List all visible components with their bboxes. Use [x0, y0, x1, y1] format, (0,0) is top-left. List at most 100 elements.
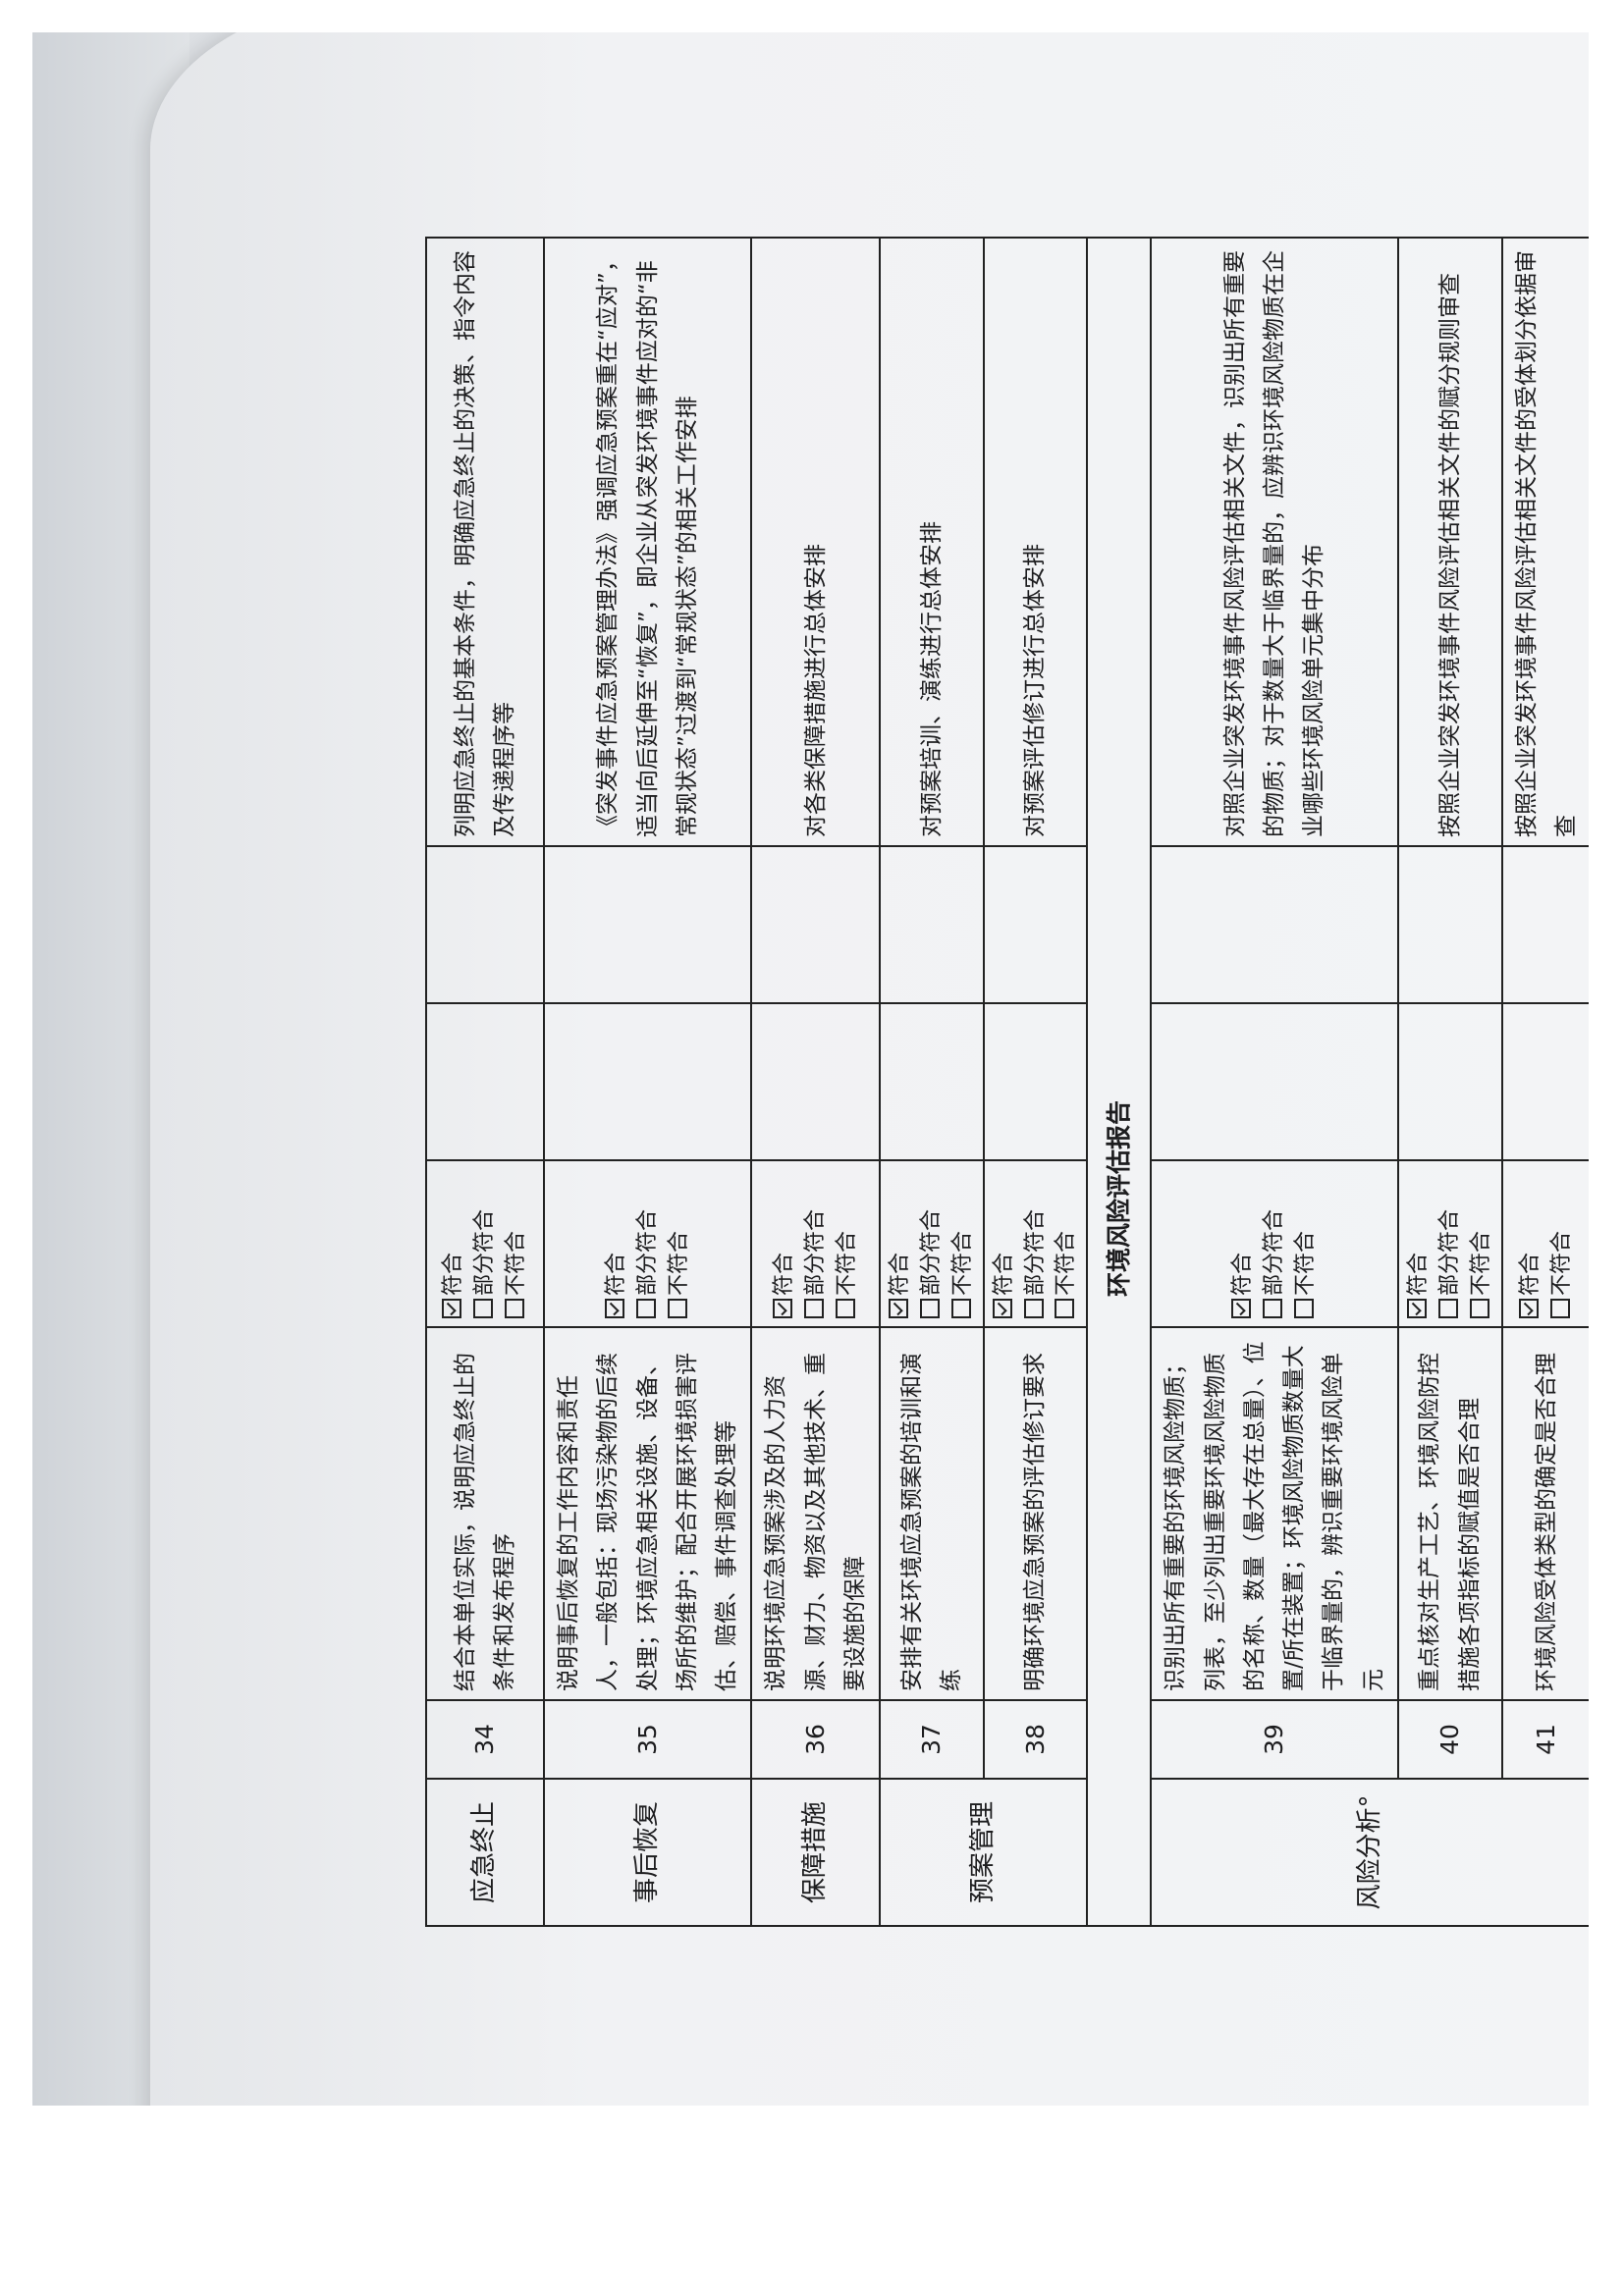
- check-label: 部分符合: [1262, 1208, 1287, 1296]
- check-option[interactable]: 不符合: [1290, 1169, 1322, 1318]
- check-option[interactable]: 部分符合: [1020, 1169, 1052, 1318]
- check-option[interactable]: 不符合: [501, 1169, 532, 1318]
- check-label: 部分符合: [1022, 1208, 1048, 1296]
- checked-box-icon[interactable]: [442, 1299, 462, 1318]
- check-label: 不符合: [1548, 1230, 1574, 1296]
- section-header-row: 环境风险评估报告: [1087, 238, 1152, 1926]
- review-table-rotated: 应急终止 34 结合本单位实际，说明应急终止的条件和发布程序 符合 部分符合 不符合 列明应…: [425, 238, 1589, 1927]
- blank-cell: [983, 846, 1088, 1003]
- review-guidance: 对各类保障措施进行总体安排: [751, 238, 880, 846]
- item-number: 39: [1151, 1700, 1398, 1779]
- table-row: 38 明确环境应急预案的评估修订要求 符合 部分符合 不符合 对预案评估修订进行总体安排: [983, 238, 1088, 1926]
- check-option[interactable]: 部分符合: [1435, 1169, 1466, 1318]
- check-label: 部分符合: [1436, 1208, 1462, 1296]
- checked-box-icon[interactable]: [1231, 1299, 1252, 1318]
- blank-cell: [426, 846, 544, 1003]
- check-option[interactable]: 部分符合: [800, 1169, 832, 1318]
- check-option[interactable]: 部分符合: [469, 1169, 501, 1318]
- check-label: 不符合: [1468, 1230, 1493, 1296]
- check-option[interactable]: 部分符合: [1259, 1169, 1290, 1318]
- check-option[interactable]: 符合: [989, 1169, 1020, 1318]
- item-number: 40: [1397, 1700, 1502, 1779]
- review-guidance: 对预案培训、演练进行总体安排: [880, 238, 984, 846]
- check-option[interactable]: 不符合: [1051, 1169, 1082, 1318]
- blank-cell: [1397, 1003, 1502, 1160]
- checked-box-icon[interactable]: [992, 1299, 1012, 1318]
- check-option[interactable]: 不符合: [947, 1169, 979, 1318]
- compliance-checks: 符合 部分符合 不符合: [880, 1160, 984, 1327]
- check-label: 不符合: [949, 1230, 975, 1296]
- check-option[interactable]: 符合: [885, 1169, 916, 1318]
- check-label: 符合: [603, 1252, 628, 1296]
- check-option[interactable]: 不符合: [832, 1169, 863, 1318]
- checked-box-icon[interactable]: [772, 1299, 792, 1318]
- category-cell: 保障措施: [751, 1779, 880, 1926]
- review-content: 环境风险受体类型的确定是否合理: [1501, 1327, 1589, 1700]
- check-option[interactable]: 符合: [769, 1169, 800, 1318]
- check-label: 不符合: [834, 1230, 859, 1296]
- check-label: 不符合: [666, 1230, 691, 1296]
- blank-cell: [1151, 846, 1398, 1003]
- check-label: 符合: [1405, 1252, 1431, 1296]
- checkbox-icon[interactable]: [919, 1299, 940, 1318]
- item-number: 41: [1501, 1700, 1589, 1779]
- review-guidance: 对照企业突发环境事件风险评估相关文件，识别出所有重要的物质；对于数量大于临界量的…: [1151, 238, 1398, 846]
- category-cell: 事后恢复: [544, 1779, 752, 1926]
- check-option[interactable]: 部分符合: [916, 1169, 947, 1318]
- checked-box-icon[interactable]: [1518, 1299, 1539, 1318]
- checkbox-icon[interactable]: [950, 1299, 971, 1318]
- table-row: 保障措施 36 说明环境应急预案涉及的人力资源、财力、物资以及其他技术、重要设施的保…: [751, 238, 880, 1926]
- category-cell: 应急终止: [426, 1779, 544, 1926]
- checkbox-icon[interactable]: [1055, 1299, 1075, 1318]
- blank-cell: [426, 1003, 544, 1160]
- checkbox-icon[interactable]: [1023, 1299, 1044, 1318]
- check-option[interactable]: 不符合: [664, 1169, 695, 1318]
- checkbox-icon[interactable]: [1549, 1299, 1570, 1318]
- item-number: 36: [751, 1700, 880, 1779]
- check-label: 符合: [441, 1252, 466, 1296]
- check-option[interactable]: 不符合: [1466, 1169, 1497, 1318]
- check-label: 不符合: [1293, 1230, 1319, 1296]
- checkbox-icon[interactable]: [1263, 1299, 1283, 1318]
- check-option[interactable]: 部分符合: [632, 1169, 664, 1318]
- category-cell: 风险分析°: [1151, 1779, 1589, 1926]
- checkbox-icon[interactable]: [835, 1299, 855, 1318]
- review-checklist-table: 应急终止 34 结合本单位实际，说明应急终止的条件和发布程序 符合 部分符合 不符合 列明应…: [425, 237, 1589, 1927]
- check-label: 部分符合: [802, 1208, 828, 1296]
- table-row: 风险分析° 39 识别出所有重要的环境风险物质；列表，至少列出重要环境风险物质的名称…: [1151, 238, 1589, 1926]
- check-label: 不符合: [1054, 1230, 1079, 1296]
- checkbox-icon[interactable]: [803, 1299, 824, 1318]
- checkbox-icon[interactable]: [1437, 1299, 1458, 1318]
- check-option[interactable]: 符合: [1515, 1169, 1546, 1318]
- item-number: 37: [880, 1700, 984, 1779]
- checkbox-icon[interactable]: [667, 1299, 687, 1318]
- compliance-checks: 符合 部分符合 不符合: [1397, 1160, 1502, 1327]
- checked-box-icon[interactable]: [604, 1299, 624, 1318]
- blank-cell: [880, 846, 984, 1003]
- checked-box-icon[interactable]: [1406, 1299, 1427, 1318]
- check-option[interactable]: 符合: [1403, 1169, 1435, 1318]
- check-option[interactable]: 符合: [438, 1169, 469, 1318]
- review-content: 安排有关环境应急预案的培训和演练: [880, 1327, 984, 1700]
- checkbox-icon[interactable]: [1469, 1299, 1489, 1318]
- check-option[interactable]: 符合: [1227, 1169, 1259, 1318]
- checkbox-icon[interactable]: [473, 1299, 494, 1318]
- checkbox-icon[interactable]: [504, 1299, 524, 1318]
- compliance-checks: 符合 部分符合 不符合: [426, 1160, 544, 1327]
- section-title: 环境风险评估报告: [1087, 238, 1152, 1926]
- checkbox-icon[interactable]: [635, 1299, 656, 1318]
- check-label: 符合: [771, 1252, 796, 1296]
- review-content: 说明环境应急预案涉及的人力资源、财力、物资以及其他技术、重要设施的保障: [751, 1327, 880, 1700]
- item-number: 34: [426, 1700, 544, 1779]
- blank-cell: [544, 846, 752, 1003]
- document-page: [150, 32, 1589, 2106]
- checkbox-icon[interactable]: [1294, 1299, 1315, 1318]
- blank-cell: [880, 1003, 984, 1160]
- check-label: 部分符合: [918, 1208, 944, 1296]
- item-number: 38: [983, 1700, 1088, 1779]
- check-option[interactable]: 符合: [601, 1169, 632, 1318]
- check-option[interactable]: 不符合: [1546, 1169, 1578, 1318]
- table-row: 事后恢复 35 说明事后恢复的工作内容和责任人，一般包括：现场污染物的后续处理；环境…: [544, 238, 752, 1926]
- checked-box-icon[interactable]: [889, 1299, 908, 1318]
- photo-background: 应急终止 34 结合本单位实际，说明应急终止的条件和发布程序 符合 部分符合 不符合 列明应…: [32, 32, 1589, 2106]
